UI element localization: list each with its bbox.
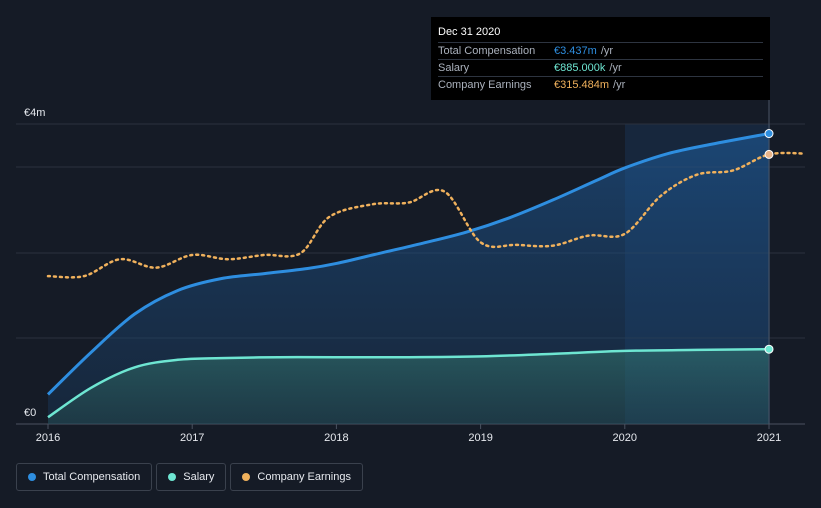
legend-dot-icon [242,473,251,481]
legend-dot-icon [28,473,36,481]
x-tick-label: 2020 [613,432,637,444]
x-tick-label: 2019 [468,432,492,444]
company-earnings-line [46,151,807,279]
legend-item-total-compensation[interactable]: Total Compensation [16,463,153,491]
tooltip-value: €315.484m [554,79,610,91]
salary-marker [764,344,774,354]
tooltip-row-salary: Salary €885.000k /yr [438,59,763,76]
tooltip-unit: /yr [613,79,626,91]
hover-markers [764,129,774,354]
salary-line [47,347,770,419]
x-tick-label: 2018 [324,432,348,444]
tooltip-row-total-compensation: Total Compensation €3.437m /yr [438,42,763,59]
legend: Total Compensation Salary Company Earnin… [16,463,367,491]
tooltip-unit: /yr [600,45,614,57]
salary-area [48,349,769,424]
x-tick-label: 2017 [180,432,204,444]
legend-label: Company Earnings [257,471,351,483]
tooltip: Dec 31 2020 Total Compensation €3.437m /… [431,17,770,100]
legend-item-company-earnings[interactable]: Company Earnings [230,463,363,491]
total-compensation-line [46,132,770,396]
y-tick-label: €4m [24,107,45,119]
x-axis: 2016 2017 2018 2019 2020 2021 [36,424,781,444]
legend-label: Salary [183,471,215,483]
y-axis: €0 €4m [24,107,45,419]
tooltip-value: €3.437m [554,45,597,57]
legend-dot-icon [168,473,177,481]
total-compensation-marker [764,129,774,139]
tooltip-label: Company Earnings [438,79,532,91]
tooltip-date: Dec 31 2020 [438,26,501,38]
tooltip-unit: /yr [609,62,622,74]
x-tick-label: 2021 [757,432,781,444]
legend-item-salary[interactable]: Salary [156,463,227,491]
tooltip-row-company-earnings: Company Earnings €315.484m /yr [438,76,763,93]
y-tick-label: €0 [24,407,36,419]
x-tick-label: 2016 [36,432,60,444]
company-earnings-marker [764,149,774,159]
legend-label: Total Compensation [43,471,141,483]
tooltip-value: €885.000k [554,62,606,74]
tooltip-label: Salary [438,62,470,74]
tooltip-label: Total Compensation [438,45,536,57]
